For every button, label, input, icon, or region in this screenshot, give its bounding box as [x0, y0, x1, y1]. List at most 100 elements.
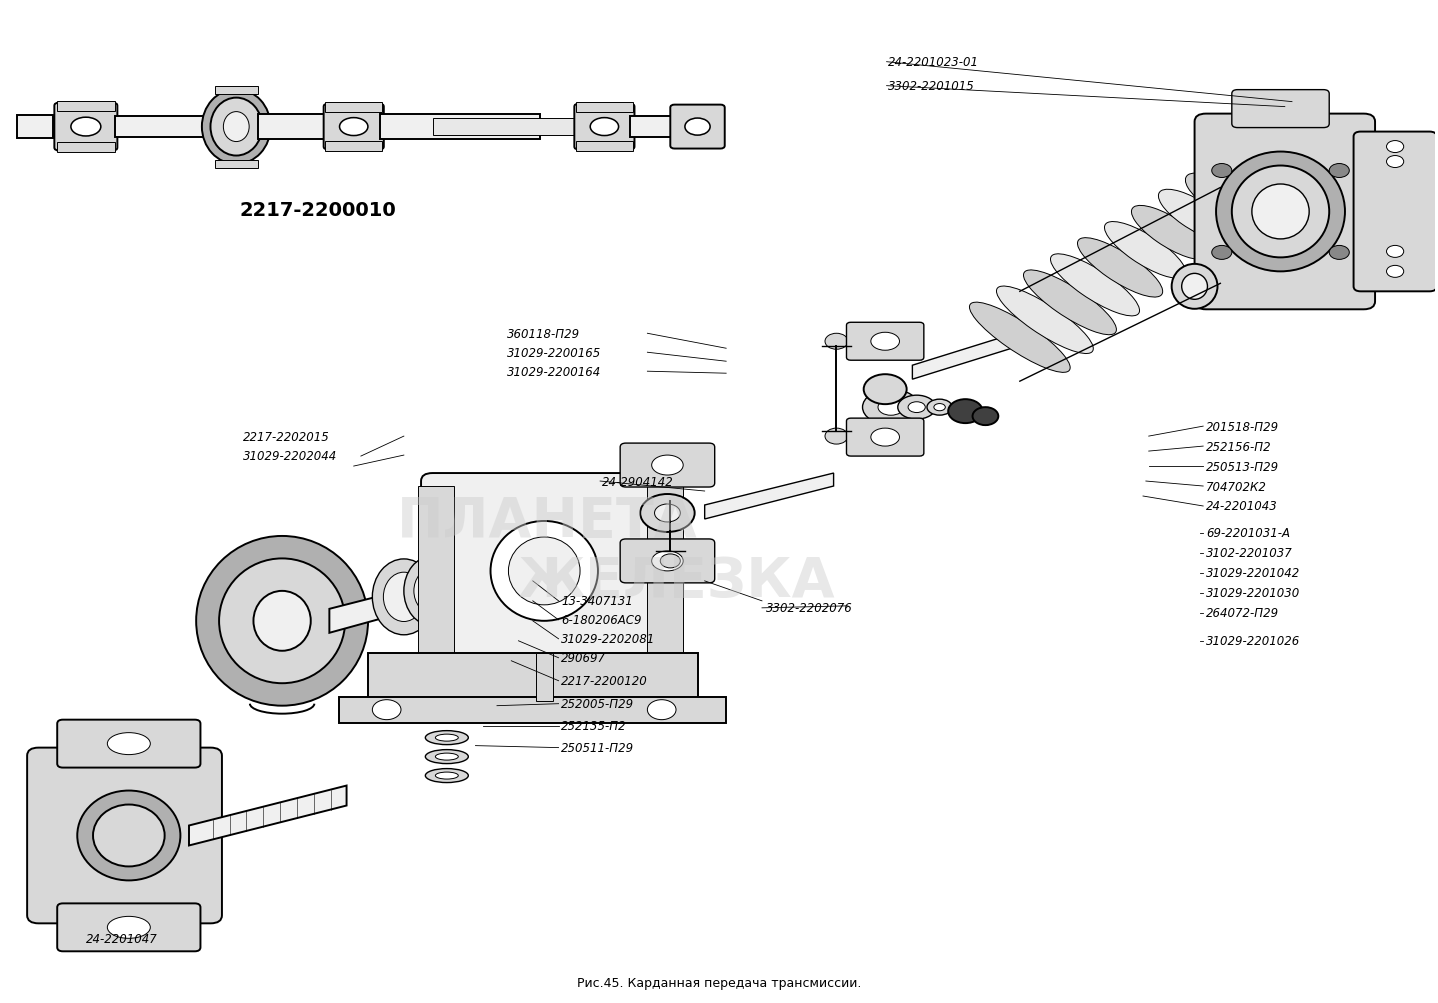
FancyBboxPatch shape	[847, 418, 923, 456]
Polygon shape	[912, 328, 1034, 380]
Ellipse shape	[404, 557, 462, 626]
Circle shape	[1212, 246, 1232, 260]
Text: 24-2201023-01: 24-2201023-01	[889, 56, 979, 69]
Ellipse shape	[928, 400, 952, 415]
Text: 252156-П2: 252156-П2	[1206, 440, 1271, 453]
Ellipse shape	[1159, 190, 1232, 242]
Text: 250513-П29: 250513-П29	[1206, 460, 1280, 473]
Text: ЖЕЛЕЗКА: ЖЕЛЕЗКА	[518, 555, 835, 608]
FancyBboxPatch shape	[115, 117, 210, 137]
Text: ПЛАНЕТА: ПЛАНЕТА	[397, 494, 697, 549]
FancyBboxPatch shape	[58, 101, 115, 111]
Text: 69-2201031-А: 69-2201031-А	[1206, 527, 1290, 540]
Ellipse shape	[1185, 174, 1255, 223]
FancyBboxPatch shape	[574, 104, 634, 150]
FancyBboxPatch shape	[380, 115, 539, 139]
FancyBboxPatch shape	[55, 103, 118, 151]
Ellipse shape	[897, 396, 936, 419]
FancyBboxPatch shape	[620, 540, 715, 584]
Ellipse shape	[863, 390, 919, 425]
Circle shape	[660, 555, 680, 569]
Ellipse shape	[640, 494, 695, 533]
Ellipse shape	[426, 750, 469, 764]
Ellipse shape	[1077, 239, 1163, 298]
FancyBboxPatch shape	[368, 653, 697, 701]
Ellipse shape	[972, 408, 998, 425]
Ellipse shape	[414, 569, 452, 614]
Ellipse shape	[490, 556, 523, 597]
FancyBboxPatch shape	[1353, 132, 1437, 292]
FancyBboxPatch shape	[630, 117, 676, 137]
Text: 201518-П29: 201518-П29	[1206, 420, 1280, 433]
Text: 31029-2201026: 31029-2201026	[1206, 635, 1300, 648]
FancyBboxPatch shape	[670, 105, 725, 149]
Ellipse shape	[426, 769, 469, 782]
FancyBboxPatch shape	[847, 323, 923, 361]
Ellipse shape	[253, 592, 311, 651]
Text: 13-3407131: 13-3407131	[561, 595, 633, 608]
Ellipse shape	[372, 560, 436, 635]
Bar	[214, 160, 257, 169]
Ellipse shape	[871, 428, 900, 446]
Ellipse shape	[948, 400, 982, 423]
Ellipse shape	[1217, 152, 1345, 272]
Circle shape	[825, 334, 848, 350]
FancyBboxPatch shape	[325, 142, 383, 152]
Ellipse shape	[430, 555, 482, 618]
FancyBboxPatch shape	[257, 115, 325, 139]
Text: 31029-2202044: 31029-2202044	[243, 449, 338, 462]
Text: Рис.45. Карданная передача трансмиссии.: Рис.45. Карданная передача трансмиссии.	[577, 976, 861, 989]
Text: 290697: 290697	[561, 652, 607, 665]
Text: 252005-П29: 252005-П29	[561, 697, 634, 710]
Text: 2217-2202015: 2217-2202015	[243, 430, 331, 443]
Ellipse shape	[864, 375, 906, 405]
Text: 704702К2: 704702К2	[1206, 480, 1267, 493]
Ellipse shape	[1217, 152, 1345, 272]
Text: 3302-2202076: 3302-2202076	[766, 602, 853, 615]
Ellipse shape	[426, 731, 469, 745]
Ellipse shape	[70, 118, 101, 136]
Ellipse shape	[871, 333, 900, 351]
Text: 24-2201043: 24-2201043	[1206, 499, 1278, 513]
Text: 24-2904142: 24-2904142	[601, 475, 673, 488]
Ellipse shape	[436, 753, 459, 760]
Text: 31029-2200165: 31029-2200165	[508, 346, 601, 359]
Ellipse shape	[1051, 255, 1139, 317]
FancyBboxPatch shape	[433, 119, 590, 136]
Circle shape	[647, 700, 676, 720]
Ellipse shape	[1232, 166, 1329, 258]
Ellipse shape	[210, 98, 262, 156]
Ellipse shape	[482, 545, 533, 608]
Ellipse shape	[907, 402, 925, 413]
Ellipse shape	[997, 287, 1093, 354]
Text: 2217-2200120: 2217-2200120	[561, 675, 649, 687]
FancyBboxPatch shape	[1232, 90, 1329, 128]
Ellipse shape	[490, 522, 598, 621]
Text: 24-2201047: 24-2201047	[86, 932, 158, 945]
Ellipse shape	[459, 554, 505, 609]
Ellipse shape	[196, 537, 368, 706]
FancyBboxPatch shape	[324, 104, 384, 150]
Ellipse shape	[223, 112, 249, 142]
Text: 3302-2201015: 3302-2201015	[889, 80, 975, 93]
Polygon shape	[705, 473, 834, 520]
Circle shape	[1386, 246, 1403, 258]
Ellipse shape	[651, 455, 683, 475]
FancyBboxPatch shape	[620, 443, 715, 487]
Ellipse shape	[1232, 166, 1329, 258]
Ellipse shape	[515, 547, 551, 596]
FancyBboxPatch shape	[535, 653, 552, 701]
Ellipse shape	[78, 790, 180, 881]
Text: 252135-П2: 252135-П2	[561, 719, 627, 732]
Ellipse shape	[1252, 185, 1309, 240]
Ellipse shape	[654, 505, 680, 523]
FancyBboxPatch shape	[58, 720, 200, 768]
Ellipse shape	[505, 534, 561, 609]
Circle shape	[1212, 164, 1232, 179]
Ellipse shape	[879, 399, 905, 416]
FancyBboxPatch shape	[27, 748, 221, 924]
Ellipse shape	[590, 118, 618, 136]
Circle shape	[372, 700, 401, 720]
Text: 264072-П29: 264072-П29	[1206, 607, 1280, 620]
Circle shape	[1329, 246, 1349, 260]
